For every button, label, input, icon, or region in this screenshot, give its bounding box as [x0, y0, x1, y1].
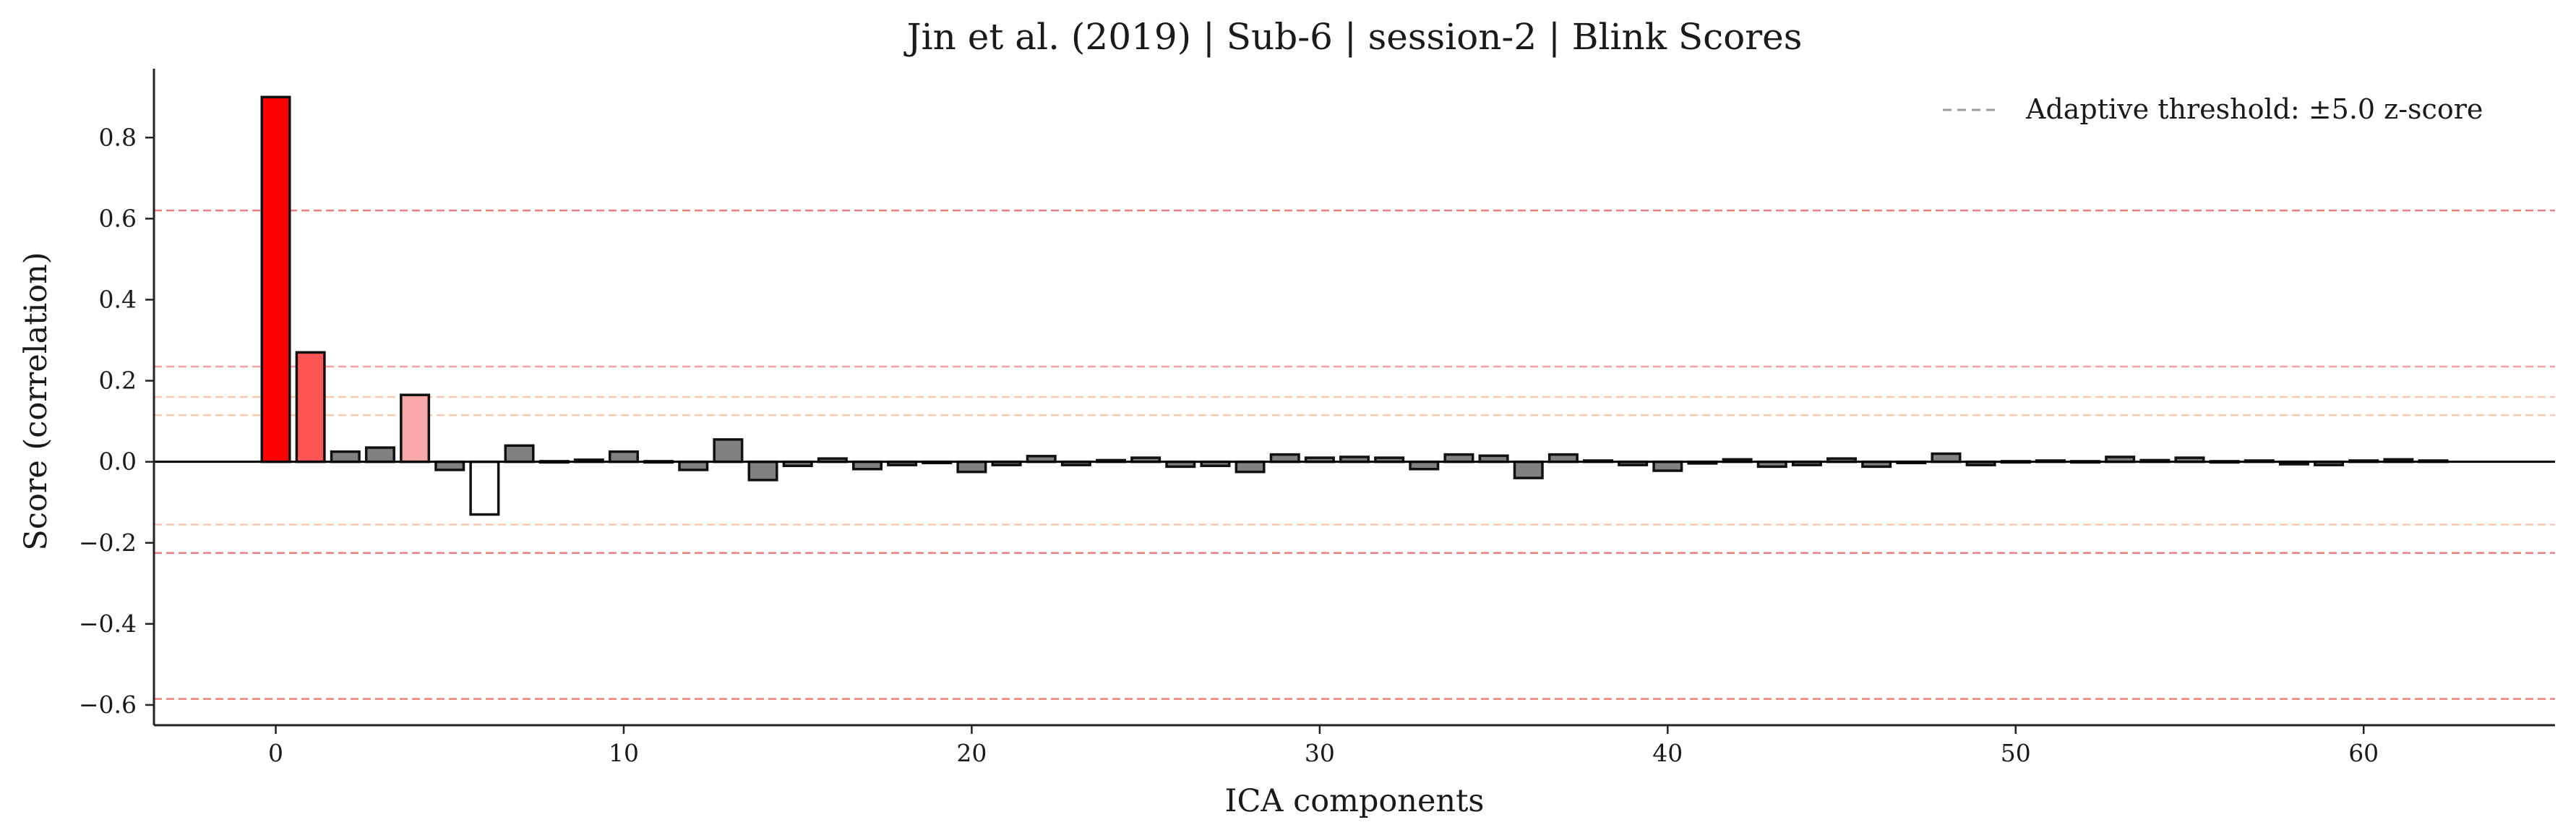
x-tick-label: 10	[609, 739, 639, 767]
y-tick-label: 0.8	[99, 123, 137, 151]
bar-component-29	[1269, 453, 1300, 463]
x-axis-label: ICA components	[1225, 783, 1485, 819]
y-tick-label: 0.2	[99, 367, 137, 395]
chart-title: Jin et al. (2019) | Sub-6 | session-2 | …	[903, 16, 1803, 58]
bar-component-20	[956, 460, 987, 474]
y-ticks: −0.6 −0.4 −0.2 0.0 0.2 0.4 0.6 0.8	[79, 123, 154, 719]
y-tick-label: 0.4	[99, 285, 137, 313]
legend: Adaptive threshold: ±5.0 z-score	[1943, 93, 2483, 125]
x-tick-label: 40	[1652, 739, 1683, 767]
bar-component-5	[434, 460, 465, 471]
bar-component-13	[713, 438, 744, 463]
y-tick-label: 0.6	[99, 204, 137, 232]
x-tick-label: 60	[2348, 739, 2379, 767]
bar-component-10	[608, 450, 639, 463]
bar-component-28	[1235, 460, 1266, 474]
bar-component-33	[1409, 460, 1440, 471]
x-tick-label: 30	[1305, 739, 1335, 767]
y-tick-label: 0.0	[99, 448, 137, 476]
bar-component-7	[504, 444, 535, 463]
bar-component-14	[747, 460, 778, 482]
x-tick-label: 0	[268, 739, 283, 767]
bar-component-3	[364, 446, 395, 463]
y-tick-label: −0.6	[79, 691, 137, 719]
x-tick-label: 50	[2001, 739, 2031, 767]
x-tick-label: 20	[956, 739, 987, 767]
bar-component-17	[851, 460, 883, 471]
bar-component-2	[330, 450, 361, 463]
bar-component-40	[1652, 460, 1683, 472]
y-tick-label: −0.2	[79, 529, 137, 557]
bar-component-4	[400, 393, 431, 463]
bar-component-37	[1547, 453, 1579, 463]
x-ticks: 0 10 20 30 40 50 60	[268, 725, 2379, 767]
bar-component-48	[1931, 452, 1962, 463]
axes	[153, 69, 2555, 727]
bars	[260, 95, 2449, 516]
threshold-lines	[154, 209, 2555, 700]
bar-component-6	[469, 460, 500, 516]
bar-component-0	[260, 95, 291, 463]
bar-component-12	[678, 460, 709, 471]
bar-component-36	[1513, 460, 1544, 479]
y-axis-label: Score (correlation)	[18, 252, 54, 550]
legend-label: Adaptive threshold: ±5.0 z-score	[2025, 93, 2483, 125]
bar-component-1	[295, 351, 326, 463]
bar-component-34	[1443, 453, 1474, 463]
y-tick-label: −0.4	[79, 610, 137, 638]
